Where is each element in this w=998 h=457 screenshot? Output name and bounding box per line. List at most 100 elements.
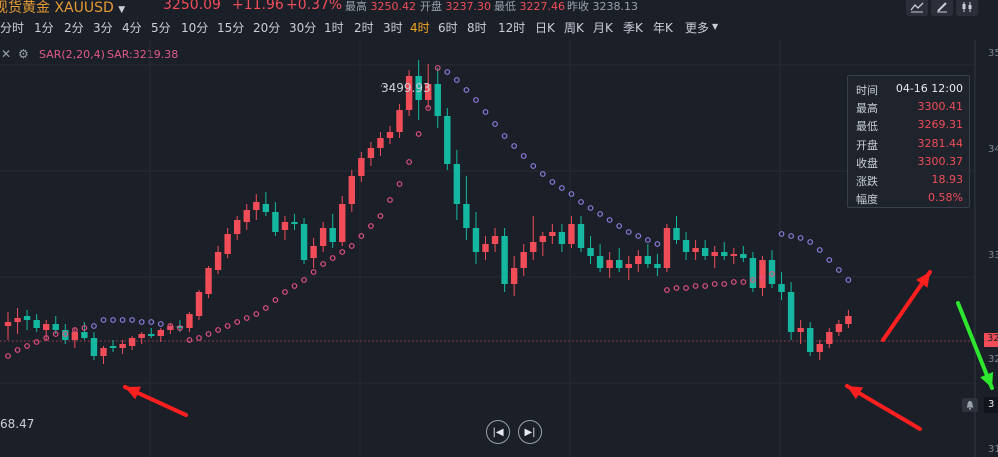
sar-dot (148, 319, 155, 325)
period-tab[interactable]: 4分 (122, 21, 142, 35)
tooltip-row: 最低 3269.31 (856, 118, 963, 136)
tooltip-row: 时间 04-16 12:00 (856, 82, 963, 100)
period-tab[interactable]: 1时 (324, 21, 344, 35)
chevron-down-icon[interactable]: ▼ (118, 5, 126, 15)
candle-body (616, 260, 623, 268)
candle-body (234, 220, 241, 234)
period-tab[interactable]: 4时 (410, 21, 430, 35)
sar-dot (807, 239, 814, 245)
candle-body (463, 204, 470, 228)
period-tab[interactable]: 5分 (151, 21, 171, 35)
sar-dot (196, 335, 202, 341)
sar-dot (692, 283, 699, 289)
sar-dot (797, 235, 804, 241)
sar-dot (81, 325, 88, 331)
candle-body (291, 222, 298, 224)
candle-body (740, 254, 747, 258)
candle-body (195, 292, 203, 316)
draw-pen-icon[interactable] (931, 0, 953, 16)
sar-dot (110, 317, 116, 323)
sar-dot (234, 319, 241, 325)
candle-body (654, 264, 661, 268)
candle-body (482, 244, 489, 252)
period-tab[interactable]: 12时 (498, 21, 526, 35)
candlestick-icon[interactable] (956, 0, 978, 16)
candle-body (205, 268, 212, 294)
sar-dot (282, 289, 288, 295)
candle-body (520, 252, 527, 268)
candle-body (272, 212, 279, 232)
tooltip-key: 最高 (856, 102, 878, 116)
period-tab[interactable]: 3分 (93, 21, 113, 35)
annotation-arrow-head (916, 272, 930, 288)
period-tab[interactable]: 10分 (181, 21, 209, 35)
candle-body (807, 328, 814, 352)
period-tab[interactable]: 6时 (438, 21, 458, 35)
sar-dot (71, 327, 78, 333)
sar-dot (368, 223, 374, 229)
sar-dot (52, 331, 59, 337)
period-tab[interactable]: 分时 (0, 21, 25, 35)
period-tab[interactable]: 季K (623, 21, 643, 35)
gear-icon[interactable]: ⚙ (18, 47, 29, 61)
candle-body (367, 148, 375, 158)
sar-dot (730, 279, 737, 285)
chevron-down-icon[interactable]: ▼ (712, 22, 719, 31)
candle-body (606, 260, 613, 268)
candle-body (310, 246, 317, 258)
period-tab[interactable]: 2分 (64, 21, 84, 35)
period-tab[interactable]: 15分 (217, 21, 245, 35)
candle-body (253, 202, 260, 210)
candlestick-chart[interactable]: 3499.93 68.47 (0, 40, 998, 457)
period-tab[interactable]: 更多 (685, 21, 710, 35)
scroll-to-end-button[interactable]: ▶| (518, 420, 542, 444)
period-tab[interactable]: 8时 (467, 21, 487, 35)
line-chart-icon[interactable] (906, 0, 928, 16)
candle-body (711, 252, 718, 256)
sar-dot (530, 163, 537, 169)
period-tab[interactable]: 2时 (354, 21, 374, 35)
sar-dot (186, 337, 193, 343)
sar-dot (253, 311, 260, 317)
candle-body (386, 132, 394, 138)
candle-body (501, 236, 508, 284)
annotation-arrow-shaft (956, 301, 994, 390)
symbol-name[interactable]: 现货黄金 XAUUSD ▼ (0, 0, 126, 16)
candle-body (644, 256, 652, 264)
bell-icon[interactable] (962, 398, 978, 412)
candle-body (539, 236, 546, 242)
candle-body (176, 326, 184, 328)
period-tab[interactable]: 月K (593, 21, 613, 35)
sar-dot (835, 267, 842, 273)
candle-body (119, 344, 126, 348)
period-tab[interactable]: 20分 (253, 21, 281, 35)
period-tab[interactable]: 1分 (34, 21, 54, 35)
period-tabs: 分时 1分 2分 3分 4分 5分 10分 15分 20分 30分 1时 2时 3时 4时 6时 8时 12时日… (0, 19, 760, 39)
sar-dot (845, 277, 852, 283)
candle-body (625, 264, 632, 268)
sar-dot (673, 285, 680, 291)
tooltip-row: 开盘 3281.44 (856, 137, 963, 155)
candle-body (90, 338, 98, 356)
sar-dot (157, 321, 164, 327)
period-tab[interactable]: 30分 (289, 21, 317, 35)
sar-dot (339, 249, 346, 255)
period-tab[interactable]: 周K (564, 21, 584, 35)
period-tab[interactable]: 日K (535, 21, 555, 35)
candle-body (71, 332, 79, 340)
sar-dot (291, 283, 298, 289)
scroll-to-start-button[interactable]: |◀ (486, 420, 510, 444)
tooltip-value: 18.93 (931, 173, 964, 186)
stat-prev-close: 昨收 3238.13 (567, 0, 638, 13)
period-tab[interactable]: 年K (653, 21, 673, 35)
candle-body (472, 228, 480, 252)
sar-dot (511, 143, 518, 149)
close-icon[interactable]: ✕ (1, 47, 12, 61)
period-tab[interactable]: 3时 (383, 21, 403, 35)
symbol-code: XAUUSD (54, 0, 114, 16)
sar-dot (816, 247, 823, 253)
tooltip-key: 开盘 (856, 138, 878, 152)
candle-body (405, 76, 413, 110)
candle-body (4, 322, 12, 326)
candle-body (415, 76, 422, 100)
